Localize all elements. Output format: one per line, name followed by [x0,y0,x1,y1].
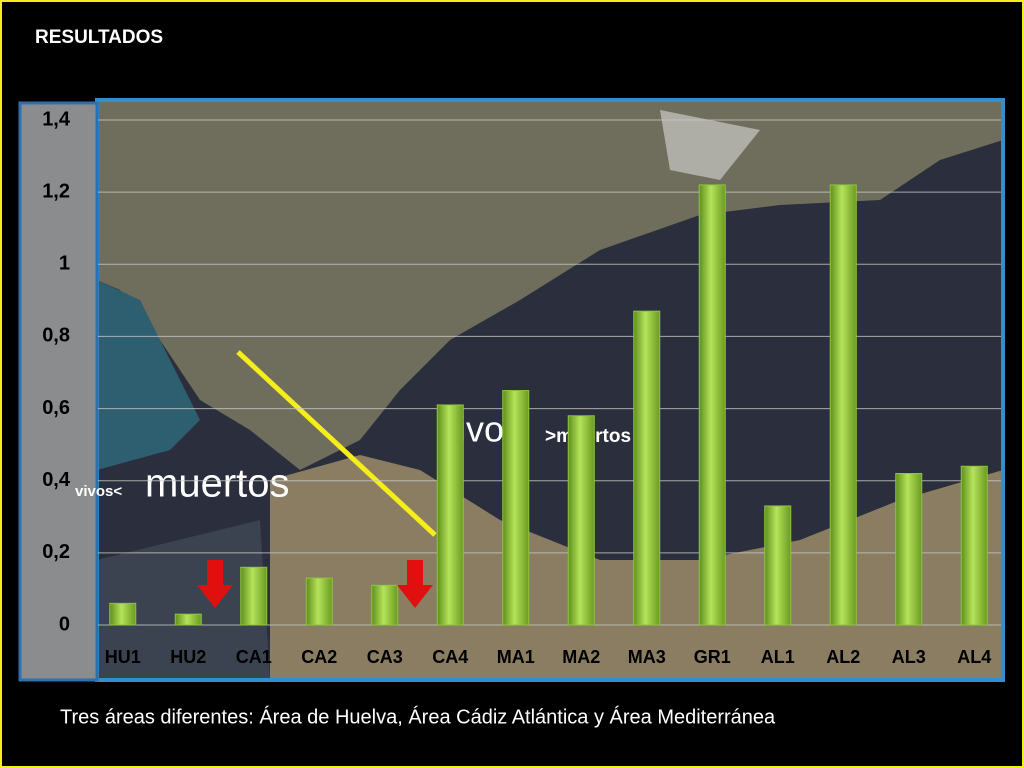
bar [567,415,595,626]
y-tick-label: 0,6 [42,397,70,419]
x-tick-label: CA3 [367,647,403,667]
bar [240,566,268,626]
y-tick-label: 0,4 [42,469,71,491]
y-tick-label: 1 [59,253,70,275]
y-tick-label: 0,2 [42,541,70,563]
y-tick-label: 0,8 [42,325,70,347]
x-tick-label: CA4 [432,647,468,667]
y-tick-label: 1,2 [42,180,70,202]
red-arrow [397,560,433,608]
x-tick-label: MA1 [497,647,535,667]
x-tick-label: AL4 [957,647,991,667]
x-tick-label: MA3 [628,647,666,667]
x-tick-label: HU2 [170,647,206,667]
y-tick-label: 1,4 [42,108,71,130]
bar [109,602,137,626]
bar [502,390,530,626]
bar [174,613,202,626]
bar [960,465,988,626]
x-tick-label: AL2 [826,647,860,667]
x-tick-label: MA2 [562,647,600,667]
bar [698,184,726,626]
annotation: muertos [145,462,290,506]
bar [764,505,792,626]
slide-title: RESULTADOS [35,27,163,48]
red-arrow [197,560,233,608]
pointer-line [236,350,437,537]
footer: Tres áreas diferentes: Área de Huelva, Á… [60,705,776,728]
x-tick-label: CA2 [301,647,337,667]
axis-panel [18,101,99,682]
y-tick-label: 0 [59,613,70,635]
bar [371,584,399,626]
x-tick-label: AL1 [761,647,795,667]
x-tick-label: HU1 [105,647,141,667]
bar [305,577,333,626]
bar [829,184,857,626]
bar [633,310,661,626]
annotation: vivos< [75,483,122,500]
bar [436,404,464,626]
x-tick-label: AL3 [892,647,926,667]
bar [895,473,923,626]
x-tick-label: CA1 [236,647,272,667]
x-tick-label: GR1 [694,647,731,667]
map-background [97,100,1003,680]
